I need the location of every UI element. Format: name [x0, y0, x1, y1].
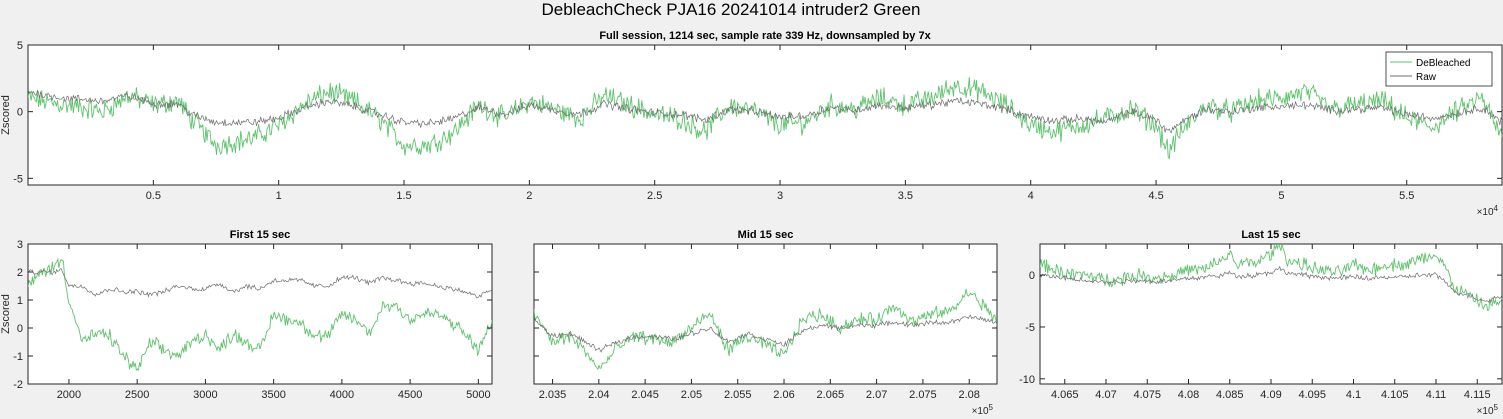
y-tick-label: 0 — [1029, 270, 1035, 282]
series-line-debleached — [1040, 244, 1502, 312]
x-tick-label: 2.06 — [773, 389, 794, 401]
legend-entry: Raw — [1416, 72, 1437, 83]
axes-title: Full session, 1214 sec, sample rate 339 … — [599, 30, 931, 42]
x-tick-label: 3500 — [261, 389, 285, 401]
x-tick-label: 4.095 — [1298, 389, 1326, 401]
plot-area — [27, 44, 1503, 186]
x-tick-label: 2.055 — [724, 389, 752, 401]
x-tick-label: 5 — [1278, 190, 1284, 202]
x-tick-label: 4.5 — [1148, 190, 1163, 202]
x-tick-label: 0.5 — [146, 190, 161, 202]
x-tick-label: 2.065 — [817, 389, 845, 401]
x-exponent-label: ×104 — [1477, 204, 1499, 218]
series-line-debleached — [28, 77, 1502, 160]
axes-title: Mid 15 sec — [738, 229, 794, 241]
legend-box — [1385, 51, 1493, 87]
legend-entry: DeBleached — [1416, 58, 1470, 69]
plot-area — [27, 243, 493, 385]
x-tick-label: 1.5 — [396, 190, 411, 202]
x-tick-label: 5000 — [466, 389, 490, 401]
y-tick-label: 1 — [17, 295, 23, 307]
series-line-raw — [1040, 265, 1502, 303]
x-tick-label: 2500 — [125, 389, 149, 401]
y-axis-label: Zscored — [0, 294, 12, 334]
x-tick-label: 4.115 — [1464, 389, 1491, 401]
x-tick-label: 2.07 — [866, 389, 887, 401]
x-tick-label: 4500 — [398, 389, 422, 401]
series-line-debleached — [534, 288, 997, 371]
x-exponent-label: ×105 — [1477, 403, 1499, 417]
x-tick-label: 4 — [1028, 190, 1034, 202]
x-tick-label: 2.05 — [681, 389, 702, 401]
axes-title: First 15 sec — [230, 229, 291, 241]
x-tick-label: 4.08 — [1178, 389, 1199, 401]
series-line-debleached — [28, 257, 492, 371]
axes-1: 2000 2500 3000 3500 4000 4500 5000 -2 -1 0 1 2 3 Firs… — [0, 229, 493, 401]
x-tick-label: 4.075 — [1133, 389, 1161, 401]
x-tick-label: 3000 — [193, 389, 217, 401]
x-tick-label: 2.08 — [959, 389, 980, 401]
x-tick-label: 4.09 — [1260, 389, 1281, 401]
x-tick-label: 3 — [777, 190, 783, 202]
x-tick-label: 4.1 — [1346, 389, 1361, 401]
y-tick-label: 5 — [17, 40, 23, 52]
plot-area — [1039, 243, 1503, 385]
x-tick-label: 2000 — [57, 389, 81, 401]
figure-title: DebleachCheck PJA16 20241014 intruder2 G… — [542, 0, 921, 19]
x-exponent-label: ×105 — [972, 403, 994, 417]
y-tick-label: -2 — [13, 379, 23, 391]
x-tick-label: 3.5 — [898, 190, 913, 202]
axes-2: 2.035 2.04 2.045 2.05 2.055 2.06 2.065 2.07 2.07… — [533, 229, 998, 417]
series-line-raw — [28, 89, 1502, 134]
x-tick-label: 4.105 — [1381, 389, 1409, 401]
x-tick-label: 2.075 — [909, 389, 937, 401]
plot-area — [533, 243, 998, 385]
x-tick-label: 1 — [276, 190, 282, 202]
axes-title: Last 15 sec — [1241, 229, 1300, 241]
y-tick-label: 2 — [17, 267, 23, 279]
x-tick-label: 4.07 — [1095, 389, 1116, 401]
legend: DeBleached Raw — [1385, 51, 1493, 87]
y-tick-label: -5 — [1025, 322, 1035, 334]
x-tick-label: 4.085 — [1216, 389, 1244, 401]
y-tick-label: 3 — [17, 239, 23, 251]
series-line-raw — [534, 314, 997, 353]
x-tick-label: 2.04 — [588, 389, 609, 401]
y-tick-label: -5 — [13, 173, 23, 185]
x-tick-label: 2.5 — [647, 190, 662, 202]
x-tick-label: 4.065 — [1051, 389, 1079, 401]
x-tick-label: 5.5 — [1399, 190, 1414, 202]
x-tick-label: 2 — [526, 190, 532, 202]
axes-3: 4.065 4.07 4.075 4.08 4.085 4.09 4.095 4.1 4.105… — [1019, 229, 1503, 417]
axes-0: 0.5 1 1.5 2 2.5 3 3.5 4 4.5 5 5.5 -5 0 5 ×104 Full sess… — [0, 30, 1503, 218]
x-tick-label: 4.11 — [1426, 389, 1447, 401]
x-tick-label: 2.045 — [631, 389, 659, 401]
y-tick-label: 0 — [17, 323, 23, 335]
y-axis-label: Zscored — [0, 95, 12, 135]
y-tick-label: -10 — [1019, 374, 1035, 386]
y-tick-label: -1 — [13, 351, 23, 363]
x-tick-label: 4000 — [330, 389, 354, 401]
x-tick-label: 2.035 — [539, 389, 567, 401]
series-line-raw — [28, 268, 492, 299]
y-tick-label: 0 — [17, 107, 23, 119]
